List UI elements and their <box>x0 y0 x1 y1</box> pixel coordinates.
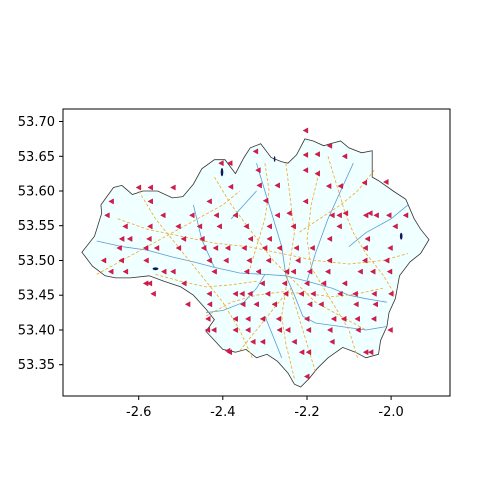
x-tick-label: -2.0 <box>378 405 403 420</box>
y-tick-label: 53.40 <box>18 324 55 339</box>
water-body <box>221 168 224 176</box>
water-body <box>400 233 403 240</box>
water-body <box>153 267 159 270</box>
water-body <box>274 156 276 162</box>
y-tick-label: 53.45 <box>18 289 55 304</box>
x-tick-label: -2.4 <box>210 405 235 420</box>
y-tick-label: 53.70 <box>18 115 55 130</box>
x-tick-label: -2.6 <box>126 405 151 420</box>
x-tick-label: -2.2 <box>294 405 319 420</box>
y-tick-label: 53.60 <box>18 185 55 200</box>
y-tick-label: 53.65 <box>18 150 55 165</box>
y-tick-label: 53.35 <box>18 358 55 373</box>
y-tick-label: 53.50 <box>18 254 55 269</box>
y-tick-label: 53.55 <box>18 219 55 234</box>
